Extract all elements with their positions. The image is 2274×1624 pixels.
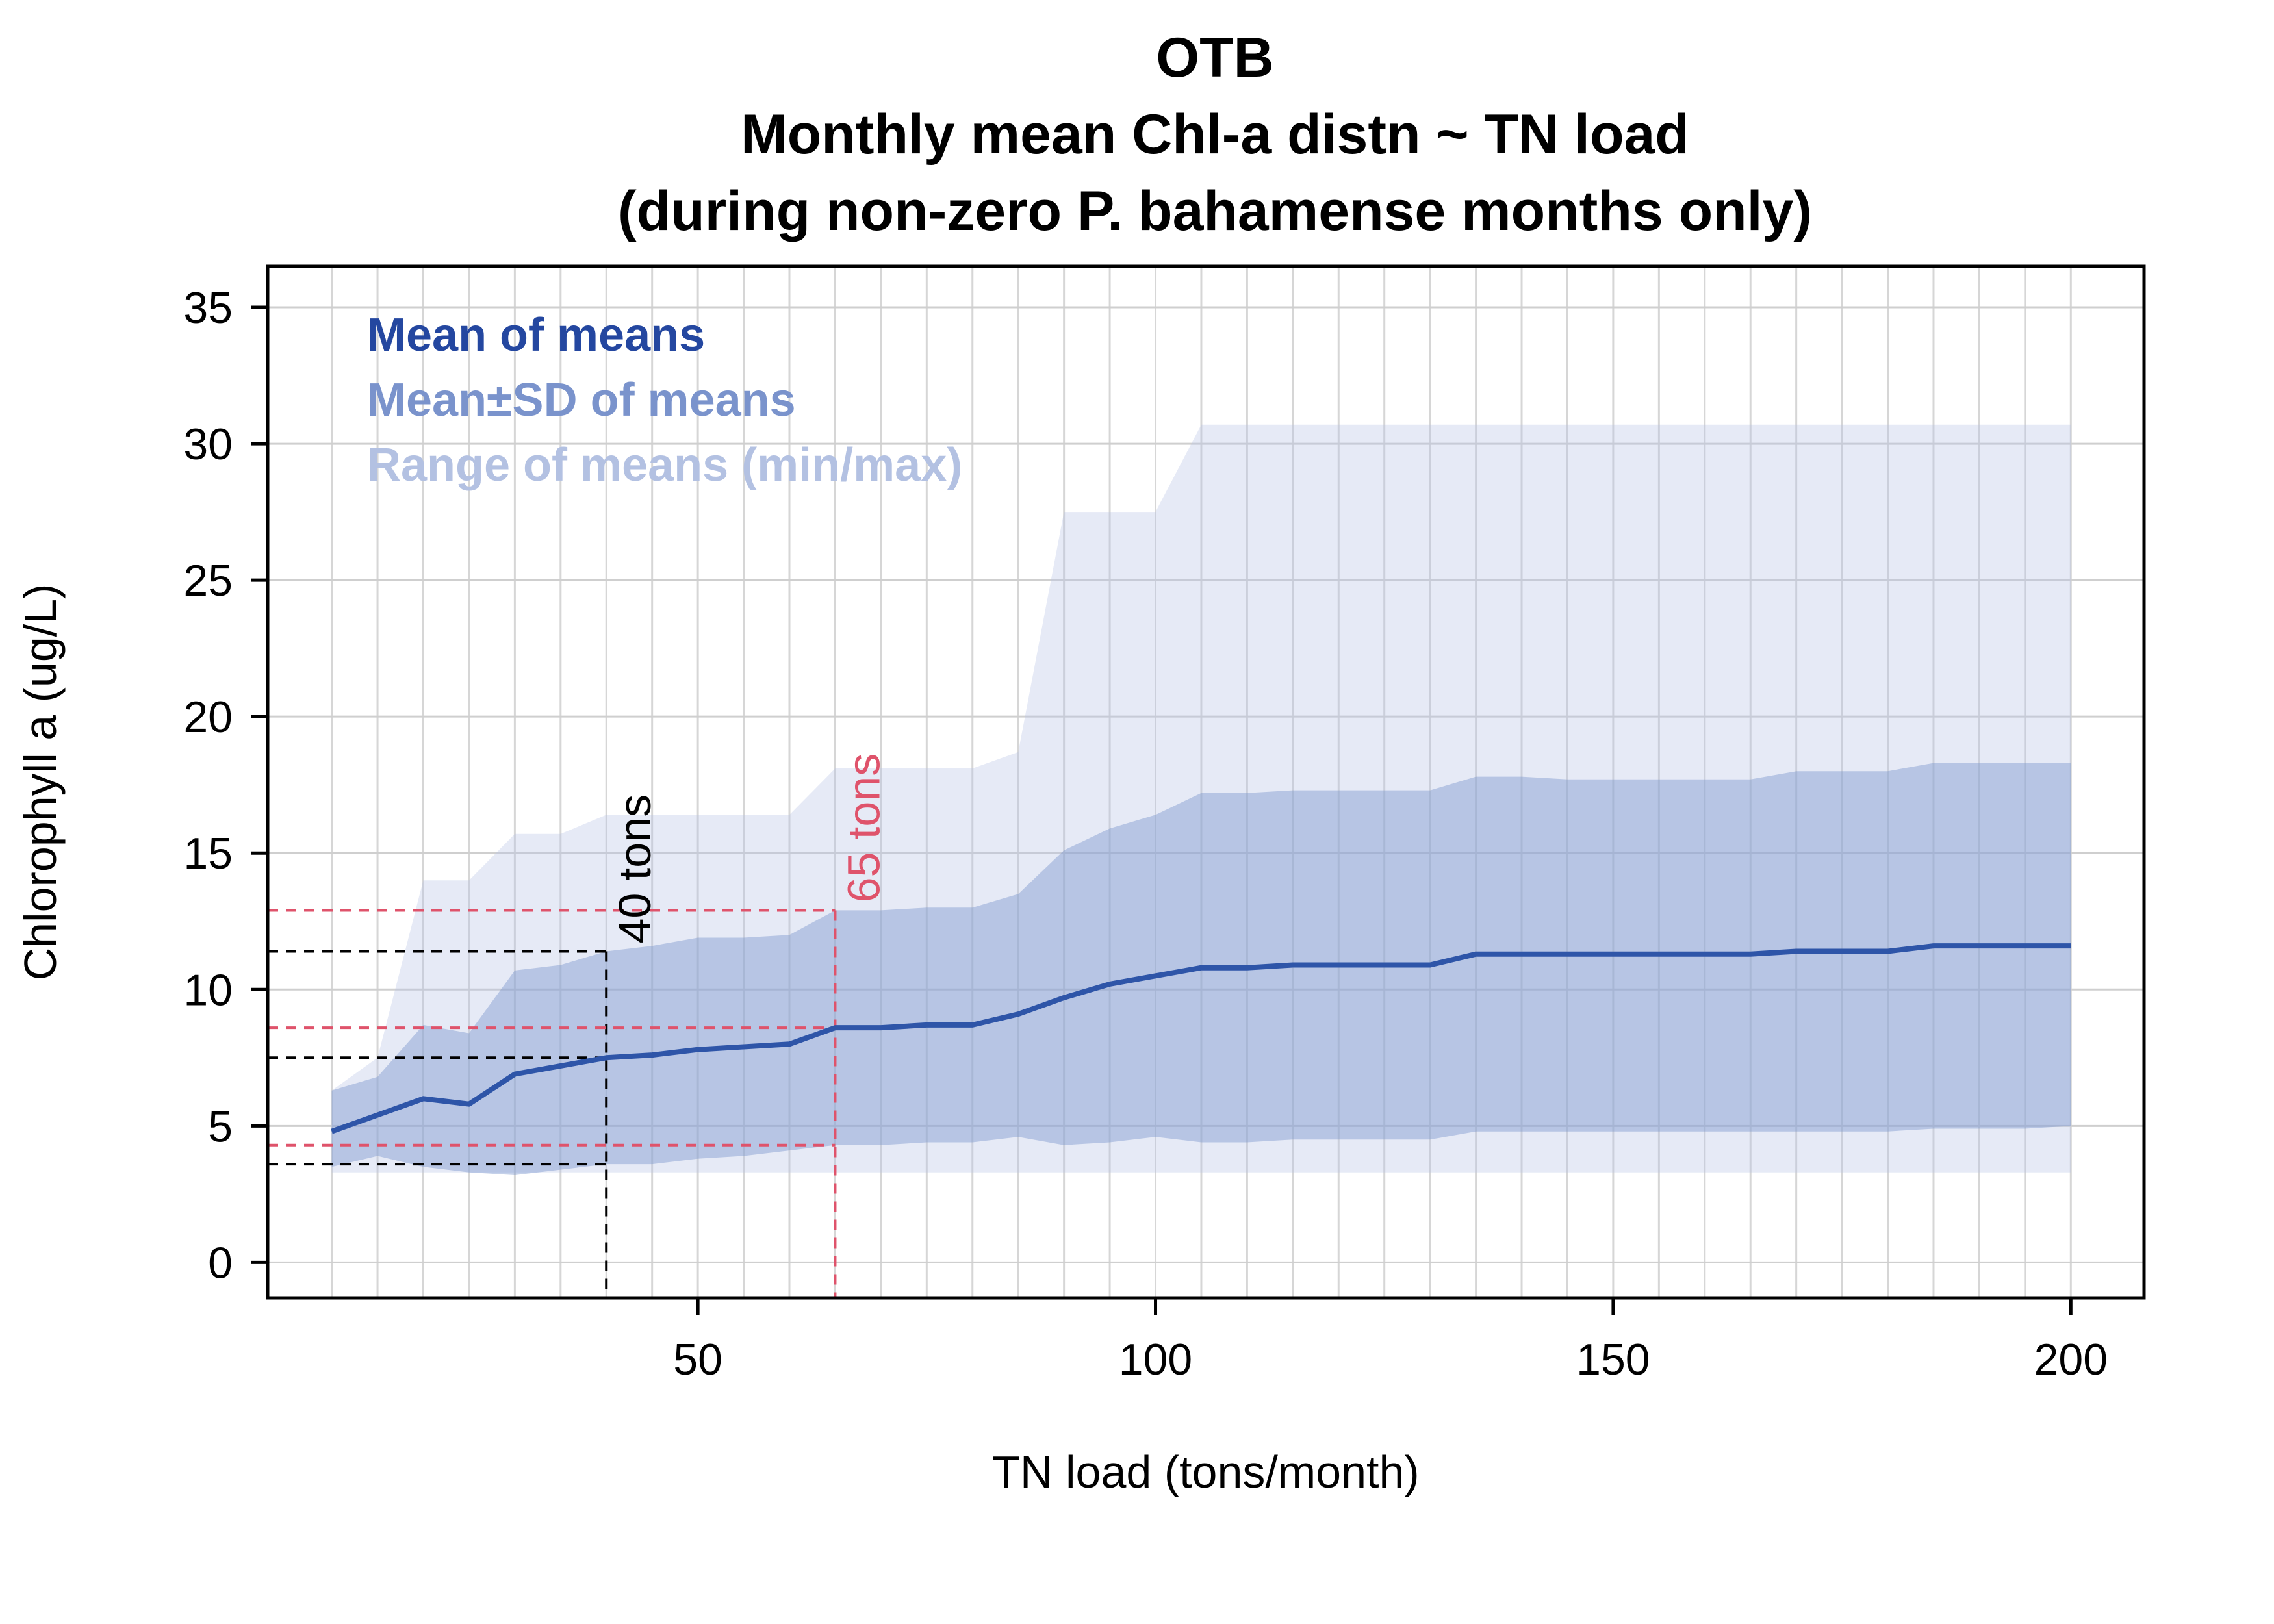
- chart-title-line-2: Monthly mean Chl-a distn ~ TN load: [741, 103, 1689, 166]
- x-axis-label: TN load (tons/month): [992, 1447, 1419, 1497]
- range-band: [331, 424, 2071, 1173]
- axes: 50 100 150 200 0 5 10 15 20 25 30 35: [183, 283, 2108, 1384]
- x-tick-label-3: 200: [2034, 1335, 2108, 1384]
- series-lines: [331, 943, 2071, 1134]
- mean-line: [331, 943, 2071, 1134]
- grid: [268, 266, 2144, 1298]
- x-tick-label-1: 100: [1119, 1335, 1192, 1384]
- y-tick-label-1: 5: [208, 1102, 233, 1151]
- y-tick-label-3: 15: [183, 829, 233, 878]
- y-tick-label-5: 25: [183, 556, 233, 605]
- legend-entry-2: Mean±SD of means: [367, 374, 796, 426]
- plot-frame: [266, 264, 2146, 1300]
- chart-title-line-1: OTB: [1156, 27, 1274, 89]
- annotation-label-0: 40 tons: [609, 794, 660, 944]
- y-axis-label: Chlorophyll a (ug/L): [15, 584, 66, 981]
- y-tick-label-2: 10: [183, 965, 233, 1015]
- x-tick-label-2: 150: [1576, 1335, 1650, 1384]
- y-tick-label-7: 35: [183, 283, 233, 333]
- y-tick-label-4: 20: [183, 692, 233, 742]
- reference-lines: [268, 909, 837, 1298]
- chart-title-line-3: (during non-zero P. bahamense months onl…: [618, 180, 1812, 242]
- x-tick-label-0: 50: [673, 1335, 722, 1384]
- legend: Mean of means Mean±SD of means Range of me…: [367, 309, 962, 491]
- legend-entry-1: Mean of means: [367, 309, 705, 361]
- legend-entry-3: Range of means (min/max): [367, 439, 962, 491]
- chart-title: OTB Monthly mean Chl-a distn ~ TN load (du…: [618, 27, 1812, 242]
- y-tick-label-0: 0: [208, 1238, 233, 1288]
- y-tick-label-6: 30: [183, 420, 233, 469]
- annotations: 40 tons 65 tons: [609, 754, 889, 944]
- annotation-label-1: 65 tons: [838, 754, 889, 903]
